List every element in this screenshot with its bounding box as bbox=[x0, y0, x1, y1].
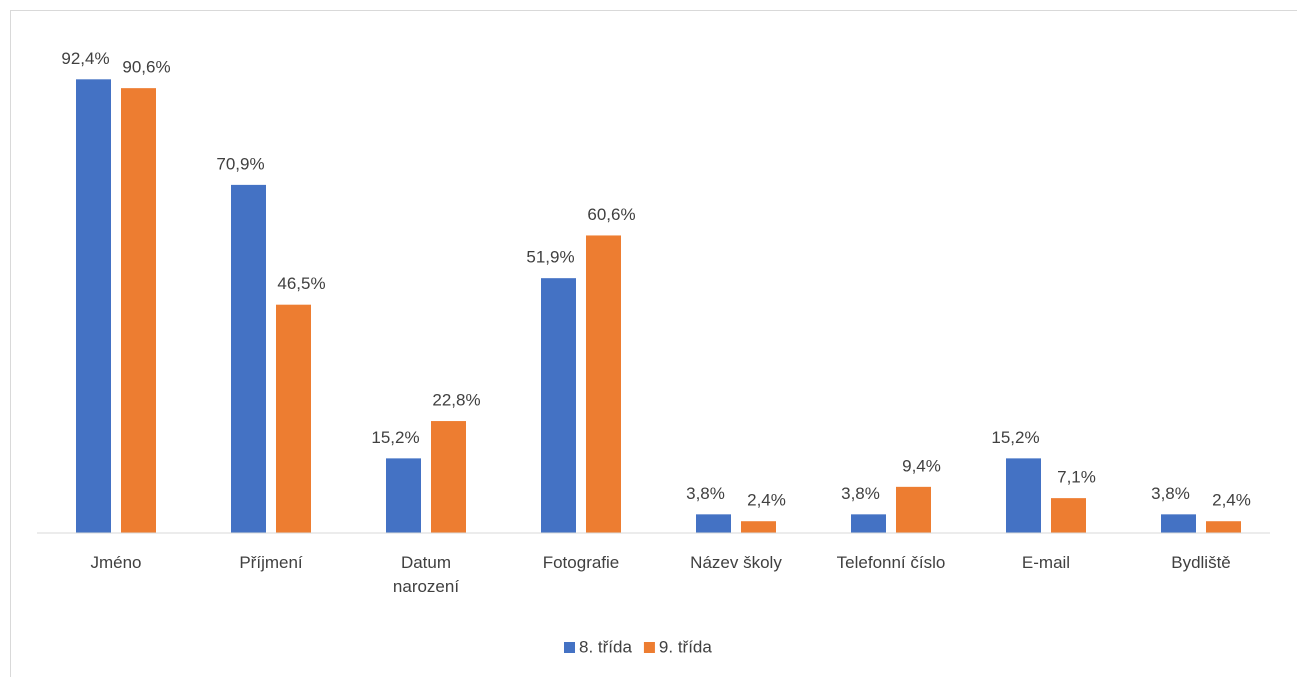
bar bbox=[851, 514, 886, 533]
value-label: 15,2% bbox=[991, 428, 1039, 447]
legend-swatch bbox=[564, 642, 575, 653]
value-label: 2,4% bbox=[1212, 491, 1251, 510]
bar bbox=[586, 235, 621, 534]
value-label: 70,9% bbox=[216, 154, 264, 173]
bar bbox=[1051, 498, 1086, 533]
bar bbox=[1161, 514, 1196, 533]
x-tick-label: Telefonní číslo bbox=[836, 553, 946, 572]
x-tick-label: Název školy bbox=[690, 553, 782, 572]
x-tick-label: Bydliště bbox=[1171, 553, 1231, 572]
bar bbox=[741, 521, 776, 533]
x-tick-label: Příjmení bbox=[239, 553, 303, 572]
value-label: 51,9% bbox=[526, 248, 574, 267]
bar bbox=[541, 278, 576, 533]
bar bbox=[76, 79, 111, 533]
value-label: 60,6% bbox=[587, 205, 635, 224]
bar bbox=[386, 458, 421, 533]
bar bbox=[696, 514, 731, 533]
bar bbox=[896, 486, 931, 533]
value-label: 9,4% bbox=[902, 456, 941, 475]
value-label: 90,6% bbox=[122, 58, 170, 77]
x-tick-label: Datum narození bbox=[392, 553, 460, 596]
bar bbox=[276, 304, 311, 533]
legend-label: 8. třída bbox=[579, 637, 632, 656]
value-label: 15,2% bbox=[371, 428, 419, 447]
chart-border bbox=[10, 10, 1297, 677]
x-tick-label: Fotografie bbox=[542, 553, 620, 572]
value-label: 3,8% bbox=[1151, 484, 1190, 503]
value-label: 22,8% bbox=[432, 391, 480, 410]
x-tick-label: E-mail bbox=[1021, 553, 1071, 572]
value-label: 3,8% bbox=[841, 484, 880, 503]
legend-label: 9. třída bbox=[659, 637, 712, 656]
bar bbox=[431, 421, 466, 533]
bar bbox=[121, 88, 156, 534]
value-label: 7,1% bbox=[1057, 468, 1096, 487]
x-tick-label: Jméno bbox=[90, 553, 142, 572]
bar bbox=[1206, 521, 1241, 533]
bar bbox=[1006, 458, 1041, 533]
value-label: 2,4% bbox=[747, 491, 786, 510]
value-label: 92,4% bbox=[61, 49, 109, 68]
bar bbox=[231, 184, 266, 534]
value-label: 3,8% bbox=[686, 484, 725, 503]
value-label: 46,5% bbox=[277, 274, 325, 293]
legend-swatch bbox=[643, 642, 655, 653]
